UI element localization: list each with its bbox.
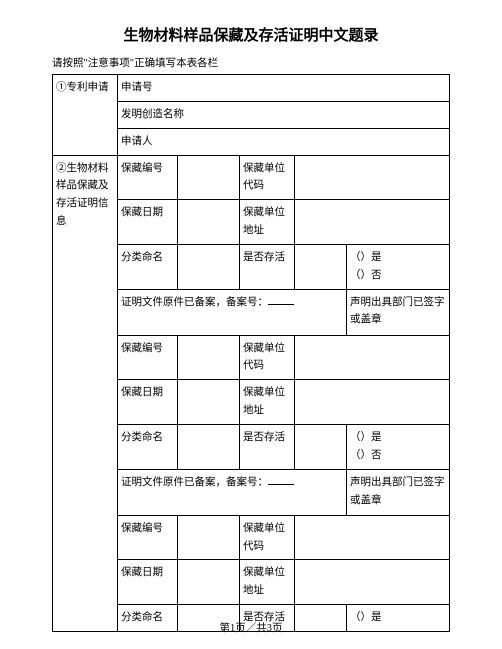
label-deposit-no: 保藏编号: [118, 335, 178, 380]
field-deposit-unit-addr[interactable]: [295, 200, 450, 245]
label-deposit-unit-code: 保藏单位代码: [240, 335, 295, 380]
label-invention-name: 发明创造名称: [118, 101, 240, 128]
field-deposit-unit-addr[interactable]: [295, 380, 450, 425]
stamp-cell: 声明出具部门已签字或盖章: [347, 469, 450, 515]
viability-options[interactable]: （）是（）否: [347, 424, 450, 469]
form-table: ①专利申请 申请号 发明创造名称 申请人 ②生物材料样品保藏及存活证明信息 保藏…: [52, 74, 450, 632]
page-footer: 第1页／共3页: [0, 620, 502, 635]
label-deposit-unit-addr: 保藏单位地址: [240, 380, 295, 425]
field-viability[interactable]: [295, 244, 347, 289]
field-deposit-no[interactable]: [178, 515, 240, 560]
label-deposit-no: 保藏编号: [118, 515, 178, 560]
page-title: 生物材料样品保藏及存活证明中文题录: [52, 24, 450, 45]
field-classification[interactable]: [178, 424, 240, 469]
section2-heading: ②生物材料样品保藏及存活证明信息: [53, 155, 118, 631]
label-viability: 是否存活: [240, 424, 295, 469]
field-deposit-no[interactable]: [178, 335, 240, 380]
label-deposit-date: 保藏日期: [118, 200, 178, 245]
archive-row[interactable]: 证明文件原件已备案，备案号：: [118, 289, 347, 335]
section1-heading: ①专利申请: [53, 75, 118, 156]
label-deposit-unit-addr: 保藏单位地址: [240, 200, 295, 245]
field-application-no[interactable]: [240, 75, 450, 102]
archive-row[interactable]: 证明文件原件已备案，备案号：: [118, 469, 347, 515]
viability-options[interactable]: （）是（）否: [347, 244, 450, 289]
field-deposit-date[interactable]: [178, 380, 240, 425]
label-deposit-no: 保藏编号: [118, 155, 178, 200]
label-deposit-date: 保藏日期: [118, 380, 178, 425]
field-applicant[interactable]: [240, 128, 450, 155]
label-deposit-unit-code: 保藏单位代码: [240, 155, 295, 200]
field-invention-name[interactable]: [240, 101, 450, 128]
field-deposit-unit-code[interactable]: [295, 155, 450, 200]
field-deposit-date[interactable]: [178, 560, 240, 605]
field-deposit-unit-code[interactable]: [295, 335, 450, 380]
label-classification: 分类命名: [118, 244, 178, 289]
label-deposit-unit-code: 保藏单位代码: [240, 515, 295, 560]
label-viability: 是否存活: [240, 244, 295, 289]
label-deposit-date: 保藏日期: [118, 560, 178, 605]
field-deposit-unit-code[interactable]: [295, 515, 450, 560]
field-deposit-unit-addr[interactable]: [295, 560, 450, 605]
label-deposit-unit-addr: 保藏单位地址: [240, 560, 295, 605]
label-classification: 分类命名: [118, 424, 178, 469]
field-deposit-no[interactable]: [178, 155, 240, 200]
field-deposit-date[interactable]: [178, 200, 240, 245]
stamp-cell: 声明出具部门已签字或盖章: [347, 289, 450, 335]
field-classification[interactable]: [178, 244, 240, 289]
instruction-text: 请按照"注意事项"正确填写本表各栏: [52, 55, 450, 70]
field-viability[interactable]: [295, 424, 347, 469]
label-application-no: 申请号: [118, 75, 240, 102]
label-applicant: 申请人: [118, 128, 240, 155]
